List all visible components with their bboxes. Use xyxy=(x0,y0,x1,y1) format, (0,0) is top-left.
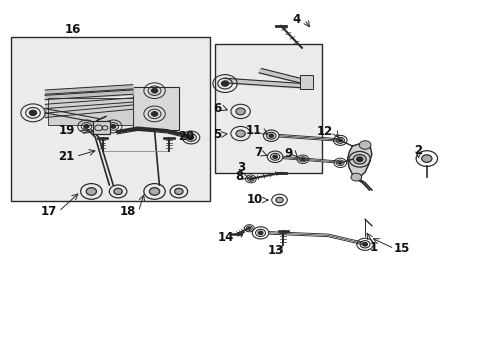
Text: 19: 19 xyxy=(59,124,75,137)
Circle shape xyxy=(221,81,228,86)
Bar xyxy=(300,75,312,89)
Text: 14: 14 xyxy=(218,231,234,244)
Text: 17: 17 xyxy=(41,205,57,218)
Circle shape xyxy=(421,155,431,162)
Bar xyxy=(132,87,179,130)
Circle shape xyxy=(258,231,263,235)
Text: 12: 12 xyxy=(316,125,332,138)
Text: 5: 5 xyxy=(212,128,221,141)
Circle shape xyxy=(350,173,361,181)
Bar xyxy=(11,37,210,202)
Circle shape xyxy=(301,158,304,161)
Text: 10: 10 xyxy=(246,193,262,206)
Circle shape xyxy=(247,227,250,229)
Circle shape xyxy=(268,134,273,138)
Text: 20: 20 xyxy=(178,130,194,143)
Circle shape xyxy=(249,178,252,180)
Text: 7: 7 xyxy=(254,146,262,159)
Text: 1: 1 xyxy=(369,241,377,255)
Text: 6: 6 xyxy=(212,102,221,115)
Text: 16: 16 xyxy=(65,23,81,36)
Text: 13: 13 xyxy=(267,244,284,257)
Text: 3: 3 xyxy=(237,161,245,174)
Circle shape xyxy=(338,139,342,142)
Circle shape xyxy=(359,141,370,149)
Circle shape xyxy=(362,243,367,246)
Text: 8: 8 xyxy=(235,170,243,183)
Text: 2: 2 xyxy=(413,144,421,157)
Bar xyxy=(47,98,132,125)
Circle shape xyxy=(356,157,362,162)
Text: 4: 4 xyxy=(292,13,301,26)
Circle shape xyxy=(151,112,158,116)
Circle shape xyxy=(83,125,89,129)
Circle shape xyxy=(151,88,158,93)
Circle shape xyxy=(114,188,122,194)
Circle shape xyxy=(29,110,37,116)
Circle shape xyxy=(188,136,193,139)
Bar xyxy=(93,121,110,134)
Polygon shape xyxy=(347,143,371,176)
Bar xyxy=(215,44,322,173)
Text: 21: 21 xyxy=(58,150,74,163)
Circle shape xyxy=(275,197,283,203)
Circle shape xyxy=(149,188,160,195)
Circle shape xyxy=(235,108,245,115)
Text: 18: 18 xyxy=(120,205,136,218)
Circle shape xyxy=(174,188,183,194)
Text: 11: 11 xyxy=(245,124,261,137)
Text: 15: 15 xyxy=(392,242,409,255)
Circle shape xyxy=(338,162,342,164)
Circle shape xyxy=(235,130,245,137)
Circle shape xyxy=(272,155,277,158)
Circle shape xyxy=(86,188,96,195)
Circle shape xyxy=(110,125,116,129)
Text: 9: 9 xyxy=(284,147,291,160)
